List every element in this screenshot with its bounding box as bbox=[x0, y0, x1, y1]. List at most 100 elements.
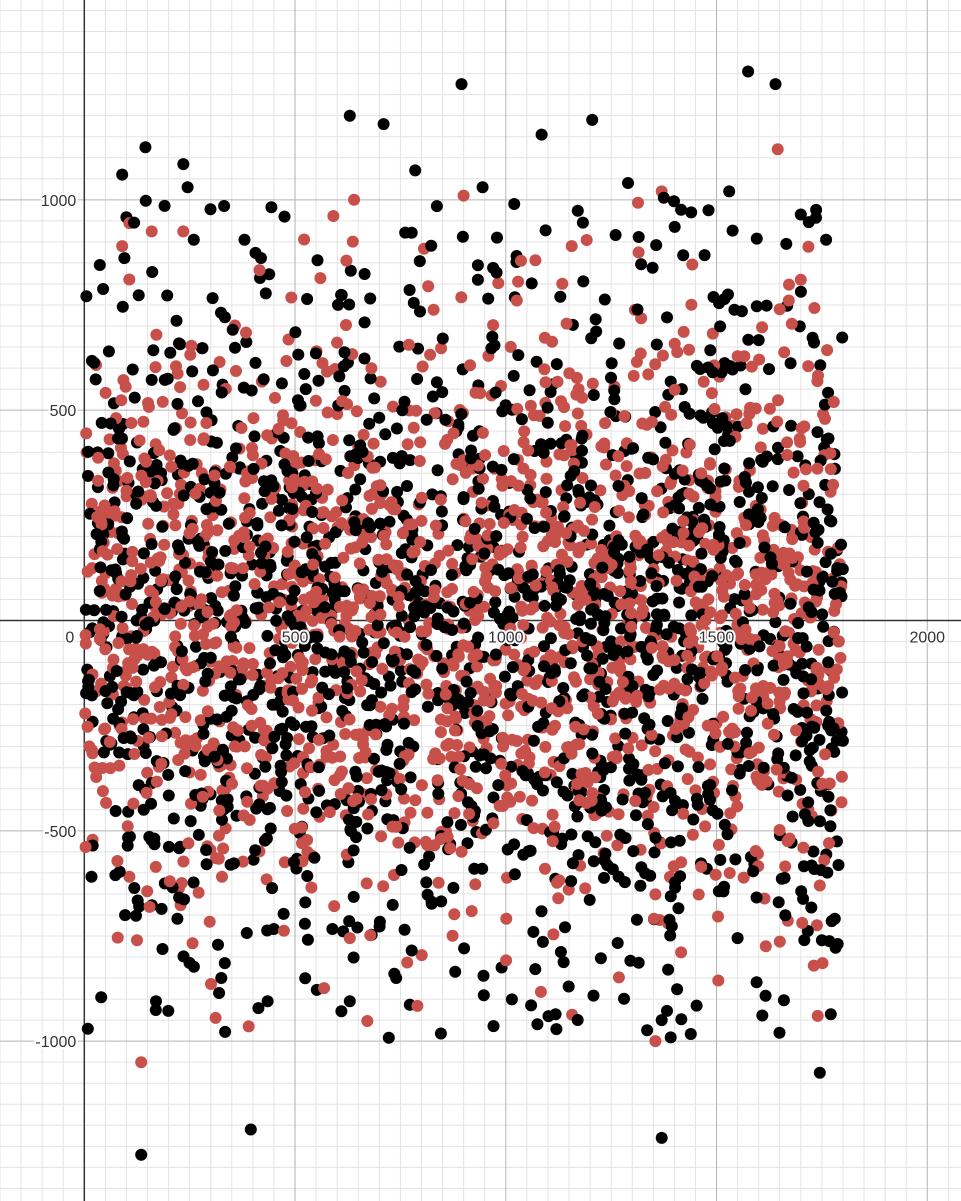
black-series-point bbox=[627, 442, 640, 455]
red-series-point bbox=[174, 617, 187, 630]
black-series-point bbox=[634, 575, 647, 587]
black-series-point bbox=[472, 631, 485, 644]
black-series-point bbox=[702, 361, 715, 374]
black-series-point bbox=[660, 628, 673, 641]
black-series-point bbox=[156, 943, 169, 955]
red-series-point bbox=[236, 661, 249, 674]
black-series-point bbox=[702, 204, 715, 217]
black-series-point bbox=[544, 632, 557, 645]
black-series-point bbox=[505, 760, 517, 773]
black-series-point bbox=[420, 638, 433, 651]
black-series-point bbox=[579, 632, 592, 644]
red-series-point bbox=[808, 302, 821, 314]
black-series-point bbox=[684, 1028, 697, 1040]
red-series-point bbox=[435, 342, 448, 355]
red-series-point bbox=[712, 838, 725, 851]
red-series-point bbox=[175, 600, 188, 613]
red-series-point bbox=[651, 485, 664, 498]
black-series-point bbox=[347, 890, 360, 903]
red-series-point bbox=[287, 450, 300, 463]
black-series-point bbox=[240, 336, 253, 348]
black-series-point bbox=[721, 828, 734, 841]
red-series-point bbox=[195, 593, 208, 606]
red-series-point bbox=[79, 841, 92, 853]
red-series-point bbox=[524, 399, 537, 412]
red-series-point bbox=[771, 415, 784, 428]
black-series-point bbox=[665, 920, 678, 933]
black-series-point bbox=[300, 531, 313, 544]
black-series-point bbox=[375, 784, 388, 797]
black-series-point bbox=[630, 809, 642, 822]
black-series-point bbox=[469, 760, 482, 773]
red-series-point bbox=[504, 795, 517, 808]
black-series-point bbox=[326, 923, 339, 935]
black-series-point bbox=[127, 689, 140, 702]
black-series-point bbox=[436, 386, 449, 399]
red-series-point bbox=[625, 620, 638, 633]
black-series-point bbox=[550, 1023, 563, 1036]
black-series-point bbox=[258, 485, 271, 498]
black-series-point bbox=[720, 641, 733, 654]
red-series-point bbox=[356, 732, 369, 745]
black-series-point bbox=[190, 640, 202, 653]
red-series-point bbox=[354, 590, 366, 603]
red-series-point bbox=[260, 873, 273, 886]
red-series-point bbox=[786, 551, 799, 564]
black-series-point bbox=[249, 844, 262, 857]
red-series-point bbox=[620, 460, 633, 473]
black-series-point bbox=[364, 372, 377, 385]
red-series-point bbox=[552, 520, 564, 533]
black-series-point bbox=[743, 457, 756, 470]
black-series-point bbox=[739, 383, 752, 396]
red-series-point bbox=[735, 633, 748, 646]
black-series-point bbox=[557, 682, 570, 694]
red-series-point bbox=[265, 673, 278, 686]
black-series-point bbox=[199, 566, 212, 579]
black-series-point bbox=[571, 1014, 584, 1026]
red-series-point bbox=[245, 719, 258, 732]
red-series-point bbox=[561, 741, 574, 754]
black-series-point bbox=[535, 905, 548, 918]
red-series-point bbox=[130, 675, 143, 688]
red-series-point bbox=[682, 636, 695, 649]
black-series-point bbox=[361, 822, 374, 835]
black-series-point bbox=[110, 665, 123, 677]
black-series-point bbox=[312, 374, 325, 387]
black-series-point bbox=[343, 109, 356, 122]
black-series-point bbox=[824, 804, 837, 817]
black-series-point bbox=[435, 505, 448, 518]
black-series-point bbox=[298, 917, 311, 930]
red-series-point bbox=[177, 678, 190, 691]
black-series-point bbox=[751, 664, 764, 677]
black-series-point bbox=[204, 203, 217, 216]
red-series-point bbox=[449, 710, 462, 723]
red-series-point bbox=[639, 467, 652, 479]
black-series-point bbox=[800, 640, 813, 653]
black-series-point bbox=[424, 602, 437, 614]
red-series-point bbox=[489, 686, 502, 699]
black-series-point bbox=[460, 675, 473, 688]
red-series-point bbox=[337, 551, 350, 564]
red-series-point bbox=[215, 586, 228, 599]
black-series-point bbox=[666, 522, 679, 535]
black-series-point bbox=[200, 858, 213, 871]
black-series-point bbox=[266, 742, 279, 755]
black-series-point bbox=[668, 195, 680, 208]
black-series-point bbox=[726, 224, 739, 237]
red-series-point bbox=[254, 779, 267, 792]
black-series-point bbox=[244, 1123, 257, 1136]
black-series-point bbox=[769, 616, 782, 629]
red-series-point bbox=[668, 383, 681, 396]
black-series-point bbox=[170, 583, 183, 596]
red-series-point bbox=[835, 796, 848, 809]
black-series-point bbox=[445, 568, 458, 581]
black-series-point bbox=[156, 520, 169, 533]
red-series-point bbox=[213, 356, 226, 368]
black-series-point bbox=[268, 730, 281, 743]
red-series-point bbox=[99, 386, 112, 399]
red-series-point bbox=[178, 747, 191, 760]
red-series-point bbox=[692, 888, 705, 901]
black-series-point bbox=[658, 608, 670, 621]
red-series-point bbox=[339, 728, 352, 740]
red-series-point bbox=[783, 832, 796, 845]
